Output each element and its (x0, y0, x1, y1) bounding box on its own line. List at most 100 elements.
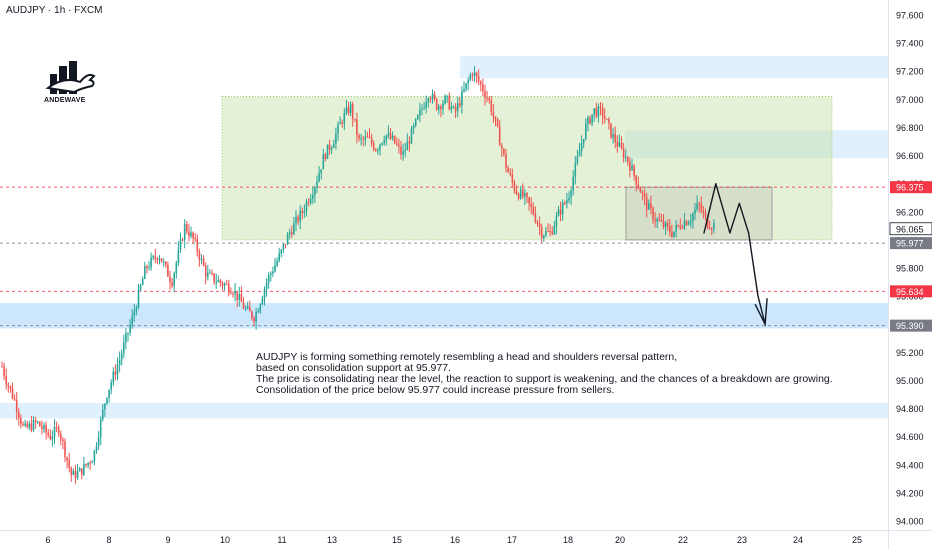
candle-body (513, 181, 516, 191)
candle-body (622, 147, 625, 158)
candle-body (135, 307, 138, 312)
price-tag-label: 96.065 (896, 224, 924, 234)
candle-body (368, 136, 371, 138)
candle-body (597, 106, 600, 117)
candle-body (700, 204, 703, 211)
price-tag (890, 285, 932, 298)
y-tick-label: 97.600 (896, 11, 924, 21)
y-tick-label: 95.800 (896, 264, 924, 274)
consolidation-box (625, 186, 773, 241)
candle-body (692, 213, 694, 221)
candle-body (515, 190, 518, 195)
candle-body (120, 353, 123, 360)
candle-body (97, 437, 100, 447)
candle-body (391, 135, 394, 139)
candle-body (362, 138, 364, 140)
y-tick-label: 97.000 (896, 95, 924, 105)
candle-body (631, 165, 633, 171)
candle-body (20, 417, 22, 424)
candle-body (459, 103, 461, 106)
candle-body (582, 139, 585, 144)
support-zone (0, 303, 888, 329)
candle-body (599, 106, 602, 109)
candle-body (570, 190, 572, 198)
candle-body (194, 238, 196, 240)
candle-body (517, 194, 520, 199)
candle-body (561, 202, 564, 215)
candle-body (261, 298, 264, 305)
candle-body (580, 143, 583, 152)
candle-body (276, 260, 278, 266)
candle-body (225, 283, 228, 285)
candle-body (706, 216, 709, 228)
candle-body (299, 210, 301, 222)
candle-body (18, 411, 20, 418)
candle-body (291, 232, 293, 235)
candle-body (601, 108, 604, 117)
x-tick-label: 15 (392, 535, 402, 545)
candle-body (320, 169, 322, 174)
candle-body (148, 267, 150, 269)
candle-body (221, 282, 224, 286)
y-tick-label: 97.200 (896, 67, 924, 77)
candle-body (505, 154, 507, 168)
candle-body (60, 433, 62, 440)
candle-body (70, 467, 73, 476)
candle-body (173, 273, 175, 287)
candle-body (349, 104, 352, 113)
candle-body (146, 266, 148, 268)
candle-body (448, 95, 451, 110)
y-tick-label: 94.400 (896, 460, 924, 470)
candle-body (251, 311, 253, 318)
candles (1, 66, 715, 484)
x-tick-label: 23 (737, 535, 747, 545)
candle-body (652, 208, 654, 220)
candle-body (442, 103, 444, 110)
projection-path (703, 183, 766, 325)
price-tag-label: 95.634 (896, 287, 924, 297)
candle-body (93, 450, 96, 462)
candle-body (400, 146, 402, 155)
candle-body (253, 317, 255, 322)
candle-body (1, 366, 3, 368)
symbol-title[interactable]: AUDJPY · 1h · FXCM (6, 5, 103, 16)
candle-body (358, 135, 360, 139)
candle-body (538, 224, 541, 228)
candle-body (204, 265, 207, 277)
candle-body (637, 184, 640, 189)
candle-body (585, 123, 587, 140)
candle-body (543, 235, 545, 239)
candle-body (190, 232, 192, 237)
logo-text: ANDEWAVE (44, 97, 86, 104)
candle-body (154, 256, 157, 259)
candle-body (658, 219, 661, 221)
candle-body (106, 397, 108, 404)
candle-body (175, 262, 178, 274)
candle-body (167, 264, 169, 277)
candle-body (545, 231, 547, 236)
candle-body (244, 308, 247, 310)
candle-body (494, 116, 497, 120)
candle-body (671, 232, 673, 237)
candle-body (377, 149, 379, 151)
candle-body (62, 439, 64, 442)
candle-body (24, 423, 26, 426)
candle-body (282, 244, 285, 250)
candle-body (152, 256, 154, 258)
candle-body (238, 294, 241, 301)
candle-body (51, 436, 54, 440)
x-tick-label: 13 (327, 535, 337, 545)
candle-body (213, 273, 215, 282)
candle-body (557, 209, 560, 217)
candle-body (312, 194, 314, 199)
candle-body (473, 72, 476, 76)
candle-body (81, 468, 83, 475)
candle-body (186, 223, 188, 232)
candle-body (7, 384, 10, 387)
candle-body (240, 294, 243, 303)
candle-body (456, 103, 459, 112)
candle-body (196, 239, 199, 252)
candle-body (398, 144, 400, 147)
